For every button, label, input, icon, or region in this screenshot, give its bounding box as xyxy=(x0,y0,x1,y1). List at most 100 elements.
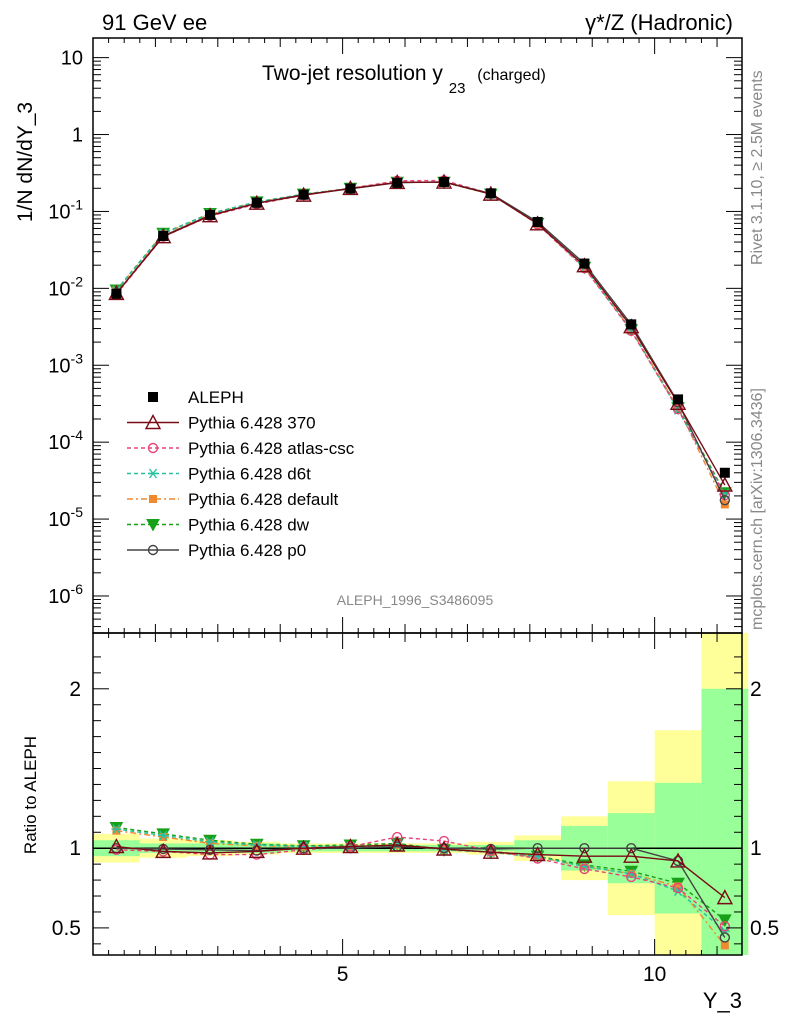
data-point-aleph xyxy=(719,467,730,478)
legend-label: Pythia 6.428 dw xyxy=(188,516,310,535)
ratio-point-pythia-6-428-atlas-csc xyxy=(438,835,450,847)
data-point-aleph xyxy=(673,394,684,405)
legend-marker xyxy=(146,519,160,532)
data-point-aleph xyxy=(532,216,543,227)
ratio-point-pythia-6-428-atlas-csc xyxy=(719,921,731,932)
y-tick-label: 10-5 xyxy=(48,504,83,531)
legend-marker xyxy=(148,468,158,479)
y-tick-label: 10 xyxy=(61,48,83,70)
ratio-y-axis-label: Ratio to ALEPH xyxy=(21,736,40,854)
analysis-id: ALEPH_1996_S3486095 xyxy=(337,592,494,608)
ratio-point-pythia-6-428-370 xyxy=(576,847,593,863)
y-tick-label: 10-1 xyxy=(48,196,83,223)
legend-marker xyxy=(149,495,157,503)
rivet-label: Rivet 3.1.10, ≥ 2.5M events xyxy=(749,70,766,265)
ratio-point-pythia-6-428-370 xyxy=(295,839,312,855)
mcplots-label: mcplots.cern.ch [arXiv:1306.3436] xyxy=(749,388,766,630)
legend-label: ALEPH xyxy=(188,388,244,407)
ratio-point-pythia-6-428-d6t xyxy=(205,836,216,847)
legend-marker xyxy=(148,392,158,402)
ratio-point-pythia-6-428-default xyxy=(720,941,729,950)
ratio-point-pythia-6-428-370 xyxy=(482,843,499,859)
ratio-point-pythia-6-428-p0 xyxy=(626,842,637,854)
ratio-point-pythia-6-428-370 xyxy=(529,846,546,862)
x-tick-label: 5 xyxy=(337,963,349,986)
data-point-aleph xyxy=(579,258,590,269)
plot-title-subscript: 23 xyxy=(449,80,466,97)
y-tick-label-exponent: -5 xyxy=(71,504,84,520)
ratio-y-tick-label-right: 0.5 xyxy=(750,917,779,940)
plot-title-tag: (charged) xyxy=(477,67,545,84)
data-point-aleph xyxy=(626,319,637,330)
data-point-aleph xyxy=(439,176,450,187)
legend-label: Pythia 6.428 370 xyxy=(188,414,316,433)
ratio-point-pythia-6-428-370 xyxy=(342,838,359,854)
y-tick-label: 10-4 xyxy=(48,427,83,454)
ratio-line-pythia-6-428-default xyxy=(116,829,726,946)
ratio-line-pythia-6-428-370 xyxy=(116,844,726,899)
data-point-aleph xyxy=(158,230,169,241)
y-tick-label-base: 10 xyxy=(48,509,70,531)
ratio-point-pythia-6-428-d6t-stroke xyxy=(112,824,121,834)
y-tick-label: 10-2 xyxy=(48,273,83,300)
y-tick-label-exponent: -6 xyxy=(71,581,84,597)
ratio-point-pythia-6-428-atlas-csc xyxy=(626,871,637,883)
data-point-aleph xyxy=(485,188,496,199)
data-point-aleph xyxy=(392,177,403,188)
ratio-point-pythia-6-428-370 xyxy=(155,842,172,859)
ratio-y-tick-label-right: 1 xyxy=(750,837,762,860)
y-tick-label-exponent: -3 xyxy=(71,350,84,366)
y-tick-label-exponent: -4 xyxy=(71,427,84,443)
y-tick-label-base: 10 xyxy=(48,432,70,454)
ratio-y-tick-label: 2 xyxy=(69,678,81,701)
y-tick-label: 1 xyxy=(72,125,83,147)
legend-label: Pythia 6.428 atlas-csc xyxy=(188,439,355,458)
legend-label: Pythia 6.428 d6t xyxy=(188,465,311,484)
ratio-point-pythia-6-428-p0 xyxy=(579,842,590,854)
y-tick-label-exponent: -1 xyxy=(71,196,84,212)
ratio-point-pythia-6-428-d6t-stroke xyxy=(205,836,215,847)
line-pythia-6-428-370 xyxy=(115,181,726,486)
main-frame xyxy=(92,37,743,634)
ratio-point-pythia-6-428-default xyxy=(674,882,683,891)
header-right: γ*/Z (Hadronic) xyxy=(585,10,733,35)
ratio-point-pythia-6-428-d6t-stroke xyxy=(673,886,683,897)
legend-marker xyxy=(147,442,159,454)
ratio-line-pythia-6-428-atlas-csc xyxy=(116,836,726,927)
y-axis-label: 1/N dN/dY_3 xyxy=(14,102,37,222)
ratio-point-pythia-6-428-d6t xyxy=(158,830,169,841)
ratio-point-pythia-6-428-default xyxy=(112,826,121,835)
ratio-point-pythia-6-428-default xyxy=(206,839,215,848)
legend-marker-stroke xyxy=(148,468,158,479)
ratio-point-pythia-6-428-p0 xyxy=(719,932,731,943)
point-pythia-6-428-p0 xyxy=(719,494,731,506)
ratio-point-pythia-6-428-370 xyxy=(248,842,265,859)
ratio-point-pythia-6-428-370 xyxy=(389,836,406,852)
y-tick-label: 10-6 xyxy=(48,581,83,608)
x-axis-label: Y_3 xyxy=(703,988,742,1013)
ratio-point-pythia-6-428-d6t-stroke xyxy=(627,868,636,879)
ratio-point-pythia-6-428-370 xyxy=(435,840,453,856)
ratio-point-pythia-6-428-atlas-csc xyxy=(579,863,590,875)
data-point-aleph xyxy=(251,197,262,208)
data-point-aleph xyxy=(345,183,356,194)
ratio-point-pythia-6-428-p0 xyxy=(532,842,543,854)
y-tick-label-base: 10 xyxy=(48,355,70,377)
header-left: 91 GeV ee xyxy=(102,10,207,35)
ratio-panel: 5 10 0.5 0.5 1 1 2 2 xyxy=(52,632,779,986)
ratio-y-tick-label-right: 2 xyxy=(750,678,762,701)
plot-title: Two-jet resolution y 23 (charged) xyxy=(262,62,546,98)
ratio-point-pythia-6-428-d6t-stroke xyxy=(580,861,589,872)
ratio-point-pythia-6-428-default xyxy=(159,833,168,842)
ratio-point-pythia-6-428-d6t xyxy=(111,824,122,834)
data-point-aleph xyxy=(111,288,122,299)
data-point-aleph xyxy=(205,209,216,220)
y-tick-label-base: 10 xyxy=(48,586,70,608)
ratio-point-pythia-6-428-d6t-stroke xyxy=(159,830,168,841)
legend-label: Pythia 6.428 p0 xyxy=(188,541,306,560)
ratio-y-tick-label: 1 xyxy=(69,837,81,860)
y-tick-label-exponent: -2 xyxy=(71,273,84,289)
ratio-point-pythia-6-428-dw xyxy=(717,914,732,927)
ratio-point-pythia-6-428-370 xyxy=(108,838,125,854)
